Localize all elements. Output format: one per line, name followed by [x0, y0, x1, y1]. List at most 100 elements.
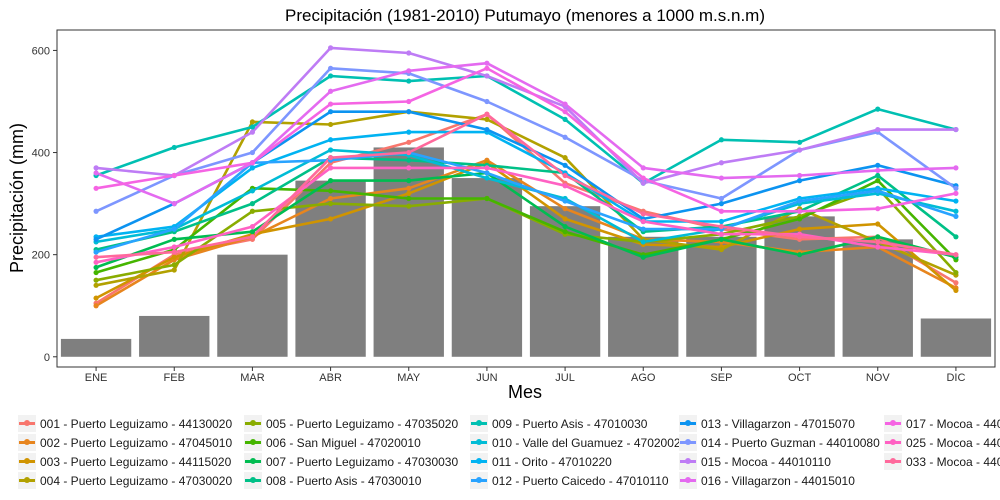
- series-point: [327, 88, 334, 94]
- bar: [217, 254, 288, 357]
- series-point: [640, 175, 646, 181]
- x-axis: ENE FEB MAR ABR MAY JUN JUL AGO SEP OCT NOV DIC: [85, 367, 965, 384]
- legend-key-icon: [244, 434, 262, 451]
- series-point: [406, 190, 412, 196]
- legend-key-icon: [679, 472, 697, 489]
- series-point: [327, 178, 334, 184]
- y-tick-label: 200: [32, 250, 50, 262]
- legend-key-icon: [884, 434, 902, 451]
- legend-label: 011 - Orito - 47010220: [492, 454, 612, 469]
- bar: [686, 236, 757, 357]
- series-point: [562, 116, 568, 122]
- series-point: [93, 208, 99, 214]
- series-point: [406, 129, 412, 135]
- y-axis: 0 200 400 600: [32, 45, 57, 364]
- series-point: [562, 206, 568, 212]
- legend-item: 008 - Puerto Asis - 47030010: [244, 471, 458, 490]
- legend-item: 033 - Mocoa - 44010090: [884, 452, 1000, 471]
- series-point: [562, 229, 568, 235]
- legend-item: 003 - Puerto Leguizamo - 44115020: [18, 452, 232, 471]
- legend-label: 014 - Puerto Guzman - 44010080: [701, 435, 880, 450]
- legend-item: 010 - Valle del Guamuez - 47020020: [470, 433, 687, 452]
- series-point: [406, 68, 412, 74]
- legend-label: 003 - Puerto Leguizamo - 44115020: [40, 454, 232, 469]
- series-point: [406, 98, 412, 105]
- series-point: [875, 221, 881, 227]
- x-tick-label: ENE: [85, 372, 108, 384]
- legend-label: 012 - Puerto Caicedo - 47010110: [492, 473, 669, 488]
- series-point: [718, 236, 725, 242]
- legend-key-icon: [470, 453, 488, 470]
- series-point: [93, 264, 99, 271]
- x-tick-label: FEB: [164, 372, 185, 384]
- series-point: [953, 269, 959, 276]
- series-point: [484, 165, 490, 171]
- legend-key-icon: [679, 453, 697, 470]
- series-point: [249, 223, 256, 230]
- series-point: [93, 236, 99, 242]
- legend-key-icon: [244, 453, 262, 470]
- series-point: [953, 185, 959, 191]
- series-point: [406, 195, 412, 202]
- series-point: [249, 208, 256, 214]
- series-point: [484, 170, 490, 176]
- series-point: [249, 165, 256, 171]
- series-point: [484, 116, 490, 122]
- legend-key-icon: [470, 434, 488, 451]
- series-point: [953, 126, 959, 133]
- legend-key-icon: [470, 415, 488, 432]
- x-tick-label: ABR: [319, 372, 342, 384]
- series-point: [327, 65, 334, 71]
- legend-item: 025 - Mocoa - 44010100: [884, 433, 1000, 452]
- series-point: [171, 236, 177, 242]
- series-point: [249, 188, 256, 194]
- series-point: [875, 206, 881, 212]
- series-point: [718, 223, 725, 230]
- series-point: [327, 216, 334, 222]
- series-point: [875, 167, 881, 174]
- legend-label: 009 - Puerto Asis - 47010030: [492, 416, 648, 431]
- series-point: [875, 178, 881, 184]
- legend-item: 012 - Puerto Caicedo - 47010110: [470, 471, 687, 490]
- series-line: [96, 113, 957, 259]
- legend-item: 013 - Villagarzon - 47015070: [679, 414, 880, 433]
- series-point: [327, 109, 334, 115]
- series-point: [796, 198, 803, 204]
- series-point: [484, 60, 490, 66]
- legend-item: 005 - Puerto Leguizamo - 47035020: [244, 414, 458, 433]
- series-point: [406, 178, 412, 184]
- legend-item: 004 - Puerto Leguizamo - 47030020: [18, 471, 232, 490]
- chart-title: Precipitación (1981-2010) Putumayo (meno…: [285, 6, 765, 25]
- legend-label: 025 - Mocoa - 44010100: [906, 435, 1000, 450]
- series-point: [562, 216, 568, 222]
- series-point: [718, 231, 725, 237]
- series-point: [796, 252, 803, 258]
- bar: [139, 315, 210, 357]
- x-tick-label: JUN: [476, 372, 497, 384]
- series-point: [406, 185, 412, 191]
- series-point: [562, 134, 568, 140]
- series-point: [484, 65, 490, 71]
- series-point: [562, 162, 568, 168]
- series-point: [640, 211, 646, 217]
- series-point: [953, 280, 959, 286]
- legend-label: 002 - Puerto Leguizamo - 47045010: [40, 435, 233, 450]
- x-tick-label: DIC: [946, 372, 965, 384]
- series-point: [171, 262, 177, 268]
- legend: 001 - Puerto Leguizamo - 44130020 002 - P…: [18, 414, 1000, 494]
- series-point: [327, 188, 334, 194]
- series-point: [171, 144, 177, 151]
- series-point: [875, 106, 881, 112]
- series-line: [95, 156, 957, 251]
- bar: [920, 318, 992, 357]
- series-point: [484, 111, 490, 117]
- series-point: [406, 157, 412, 163]
- legend-column: 001 - Puerto Leguizamo - 44130020 002 - P…: [18, 414, 232, 490]
- series-point: [640, 239, 646, 245]
- legend-column: 013 - Villagarzon - 47015070 014 - Puerto…: [679, 414, 880, 490]
- legend-key-icon: [884, 453, 902, 470]
- series-point: [406, 139, 412, 145]
- series-point: [718, 201, 725, 207]
- series-point: [562, 172, 568, 179]
- legend-label: 017 - Mocoa - 44010120: [906, 416, 1000, 431]
